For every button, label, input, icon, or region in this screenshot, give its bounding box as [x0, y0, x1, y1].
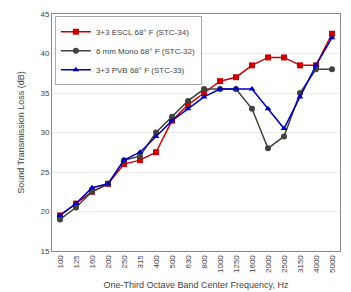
svg-text:Sound Transmission Loss (dB): Sound Transmission Loss (dB) [16, 71, 26, 194]
svg-text:125: 125 [72, 255, 81, 269]
svg-text:20: 20 [40, 207, 49, 216]
svg-text:4000: 4000 [312, 255, 321, 273]
svg-text:100: 100 [56, 255, 65, 269]
svg-text:35: 35 [40, 89, 49, 98]
svg-text:2500: 2500 [280, 255, 289, 273]
svg-text:45: 45 [40, 10, 49, 19]
svg-text:15: 15 [40, 247, 49, 256]
svg-text:5000: 5000 [328, 255, 337, 273]
svg-text:1000: 1000 [216, 255, 225, 273]
svg-text:1600: 1600 [248, 255, 257, 273]
svg-text:30: 30 [40, 128, 49, 137]
svg-text:200: 200 [104, 255, 113, 269]
svg-text:6 mm Mono 68° F (STC-32): 6 mm Mono 68° F (STC-32) [96, 47, 195, 56]
svg-text:One-Third Octave Band Center F: One-Third Octave Band Center Frequency, … [104, 280, 289, 290]
svg-text:2000: 2000 [264, 255, 273, 273]
svg-text:630: 630 [184, 255, 193, 269]
svg-text:160: 160 [88, 255, 97, 269]
svg-text:400: 400 [152, 255, 161, 269]
svg-text:250: 250 [120, 255, 129, 269]
svg-text:3+3 ESCL 68° F (STC-34): 3+3 ESCL 68° F (STC-34) [96, 28, 189, 37]
svg-text:1250: 1250 [232, 255, 241, 273]
svg-text:3+3 PVB 68° F (STC-33): 3+3 PVB 68° F (STC-33) [96, 66, 185, 75]
svg-text:500: 500 [168, 255, 177, 269]
svg-text:800: 800 [200, 255, 209, 269]
svg-text:40: 40 [40, 49, 49, 58]
svg-text:315: 315 [136, 255, 145, 269]
svg-text:25: 25 [40, 168, 49, 177]
svg-text:3150: 3150 [296, 255, 305, 273]
